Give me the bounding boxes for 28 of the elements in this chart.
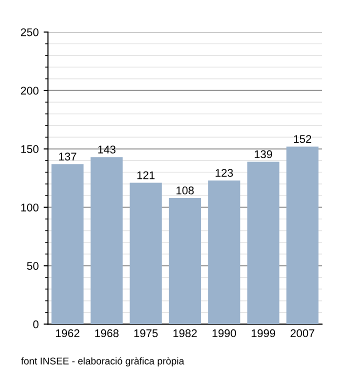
bar <box>51 164 84 324</box>
y-tick-label: 200 <box>20 86 38 95</box>
x-tick-label: 1982 <box>173 329 197 338</box>
x-tick-label: 1968 <box>95 329 119 338</box>
x-tick-label: 1990 <box>212 329 236 338</box>
data-label: 137 <box>59 152 76 161</box>
bar <box>90 157 123 324</box>
text: font INSEE - elaboració gràfica pròpia <box>21 357 184 366</box>
y-tick-label: 50 <box>27 262 38 270</box>
x-tick-label: 1975 <box>134 329 158 338</box>
y-tick-label: 250 <box>20 28 38 36</box>
bar <box>286 146 318 324</box>
data-label: 143 <box>98 146 116 154</box>
bar <box>130 182 162 324</box>
data-label: 152 <box>294 135 312 143</box>
y-tick-label: 150 <box>21 145 38 154</box>
data-label: 123 <box>216 168 233 177</box>
x-tick-label: 2007 <box>290 329 314 338</box>
data-label: 108 <box>176 186 194 194</box>
x-tick-label: 1999 <box>252 329 276 338</box>
data-label: 121 <box>137 171 155 180</box>
y-tick-label: 100 <box>21 204 38 212</box>
bar <box>247 162 280 324</box>
x-tick-label: 1962 <box>56 329 80 338</box>
y-tick-label: 0 <box>33 320 38 328</box>
data-label: 139 <box>254 150 272 158</box>
bar <box>208 180 240 324</box>
bar <box>168 198 202 324</box>
